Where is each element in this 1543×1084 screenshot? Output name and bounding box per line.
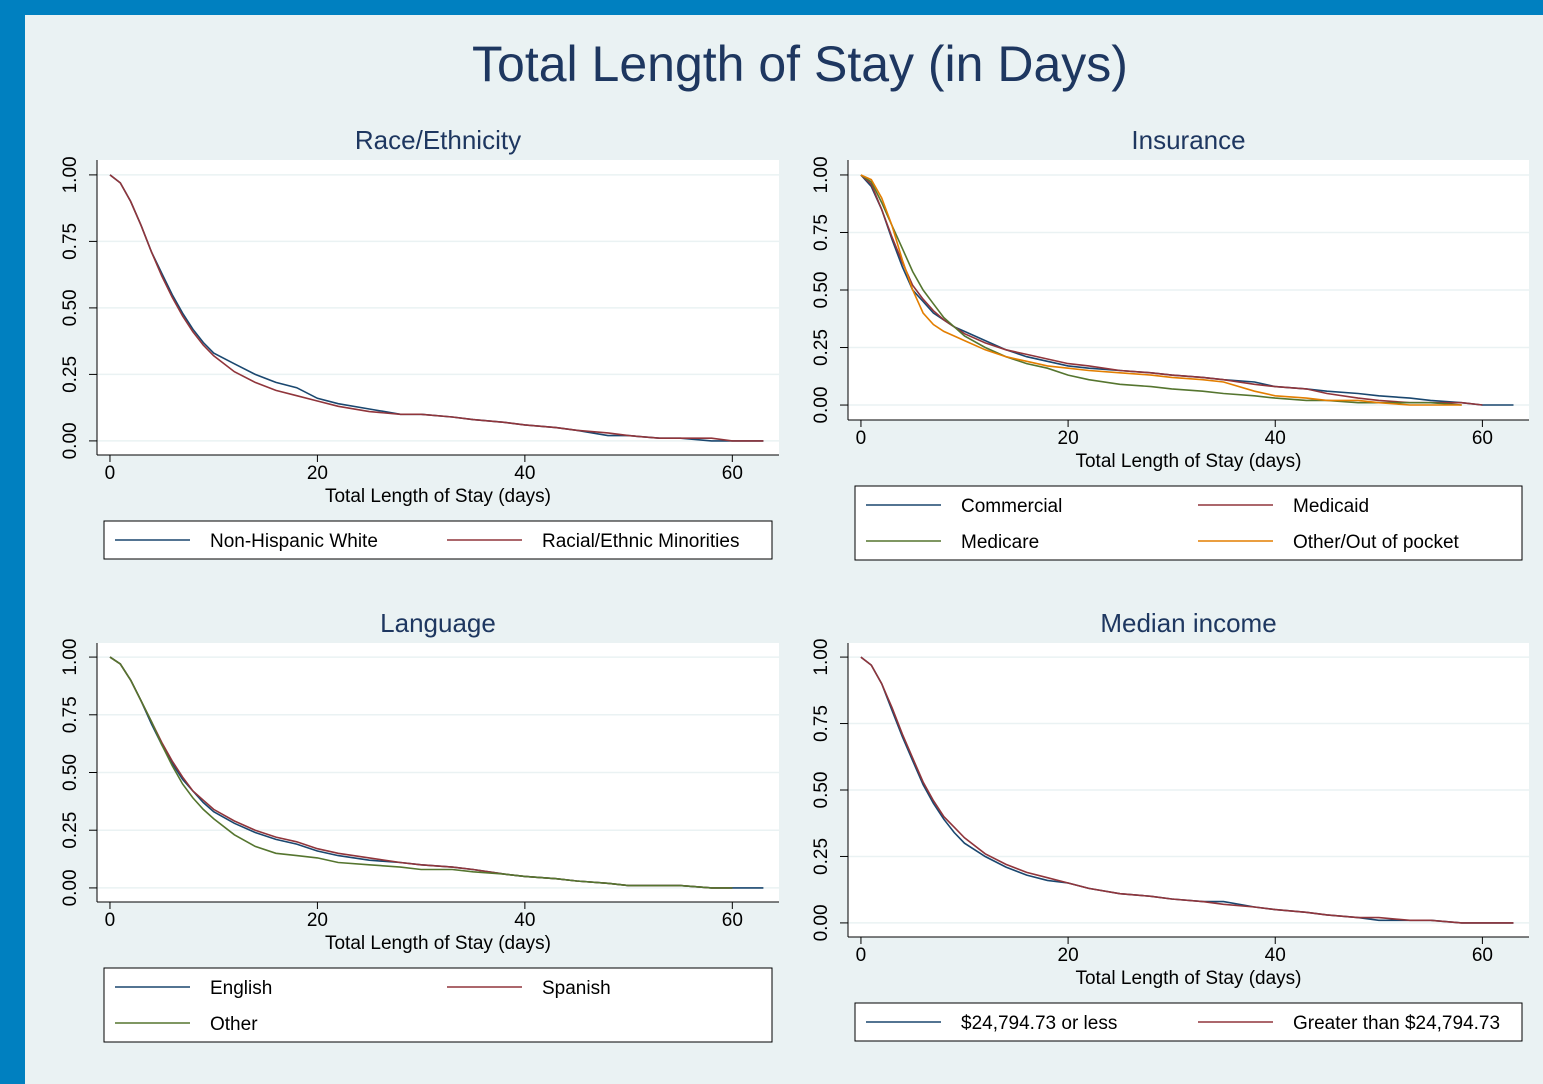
x-tick-label: 0: [105, 463, 116, 484]
panel-title: Language: [380, 608, 496, 638]
survival-line: [109, 174, 764, 442]
legend-label: Other/Out of pocket: [1293, 532, 1460, 553]
x-tick-label: 20: [1058, 945, 1079, 966]
x-tick-label: 0: [105, 910, 116, 931]
x-tick-label: 40: [1265, 945, 1286, 966]
survival-line: [109, 174, 764, 442]
y-tick-label: 1.00: [811, 639, 832, 676]
y-tick-label: 1.00: [60, 156, 81, 193]
x-tick-label: 40: [1265, 428, 1286, 449]
legend-label: Other: [210, 1014, 258, 1035]
legend: [103, 967, 773, 1043]
legend-label: Medicare: [961, 532, 1039, 553]
legend-label: Medicaid: [1293, 496, 1369, 517]
y-tick-label: 0.25: [60, 812, 81, 849]
y-tick-label: 0.75: [60, 696, 81, 733]
survival-line: [860, 174, 1483, 406]
legend: [854, 1002, 1523, 1042]
y-tick-label: 0.00: [60, 422, 81, 459]
y-tick-label: 1.00: [811, 156, 832, 193]
y-tick-label: 0.50: [60, 289, 81, 326]
y-tick-label: 0.75: [811, 214, 832, 251]
survival-line: [860, 174, 1514, 406]
legend-label: Spanish: [542, 978, 611, 999]
x-tick-label: 20: [1058, 428, 1079, 449]
y-tick-label: 0.00: [811, 904, 832, 941]
x-tick-label: 40: [514, 910, 535, 931]
panel-title: Race/Ethnicity: [355, 125, 521, 155]
x-tick-label: 60: [722, 910, 743, 931]
x-tick-label: 20: [307, 910, 328, 931]
survival-line: [860, 174, 1462, 406]
x-axis-label: Total Length of Stay (days): [1075, 968, 1301, 989]
y-tick-label: 0.25: [60, 356, 81, 393]
panel-title: Insurance: [1131, 125, 1245, 155]
x-tick-label: 40: [514, 463, 535, 484]
y-tick-label: 0.00: [60, 869, 81, 906]
y-tick-label: 0.00: [811, 387, 832, 424]
legend-label: Non-Hispanic White: [210, 531, 378, 552]
y-tick-label: 0.50: [60, 754, 81, 791]
y-tick-label: 0.75: [811, 705, 832, 742]
y-tick-label: 0.50: [811, 272, 832, 309]
legend-label: Commercial: [961, 496, 1062, 517]
x-tick-label: 60: [722, 463, 743, 484]
survival-line: [860, 656, 1514, 924]
y-tick-label: 1.00: [60, 639, 81, 676]
x-tick-label: 20: [307, 463, 328, 484]
legend-label: $24,794.73 or less: [961, 1013, 1117, 1034]
y-tick-label: 0.25: [811, 838, 832, 875]
x-axis-label: Total Length of Stay (days): [325, 486, 551, 507]
survival-line: [109, 656, 733, 889]
x-tick-label: 0: [856, 428, 867, 449]
y-tick-label: 0.75: [60, 223, 81, 260]
legend: [854, 485, 1523, 561]
legend-label: English: [210, 978, 272, 999]
y-tick-label: 0.25: [811, 329, 832, 366]
legend-label: Racial/Ethnic Minorities: [542, 531, 739, 552]
y-tick-label: 0.50: [811, 772, 832, 809]
x-tick-label: 60: [1472, 428, 1493, 449]
x-tick-label: 60: [1472, 945, 1493, 966]
panel-title: Median income: [1100, 608, 1276, 638]
x-axis-label: Total Length of Stay (days): [1075, 451, 1301, 472]
figure-title: Total Length of Stay (in Days): [472, 36, 1128, 92]
legend: [103, 520, 773, 560]
x-axis-label: Total Length of Stay (days): [325, 933, 551, 954]
legend-label: Greater than $24,794.73: [1293, 1013, 1500, 1034]
x-tick-label: 0: [856, 945, 867, 966]
